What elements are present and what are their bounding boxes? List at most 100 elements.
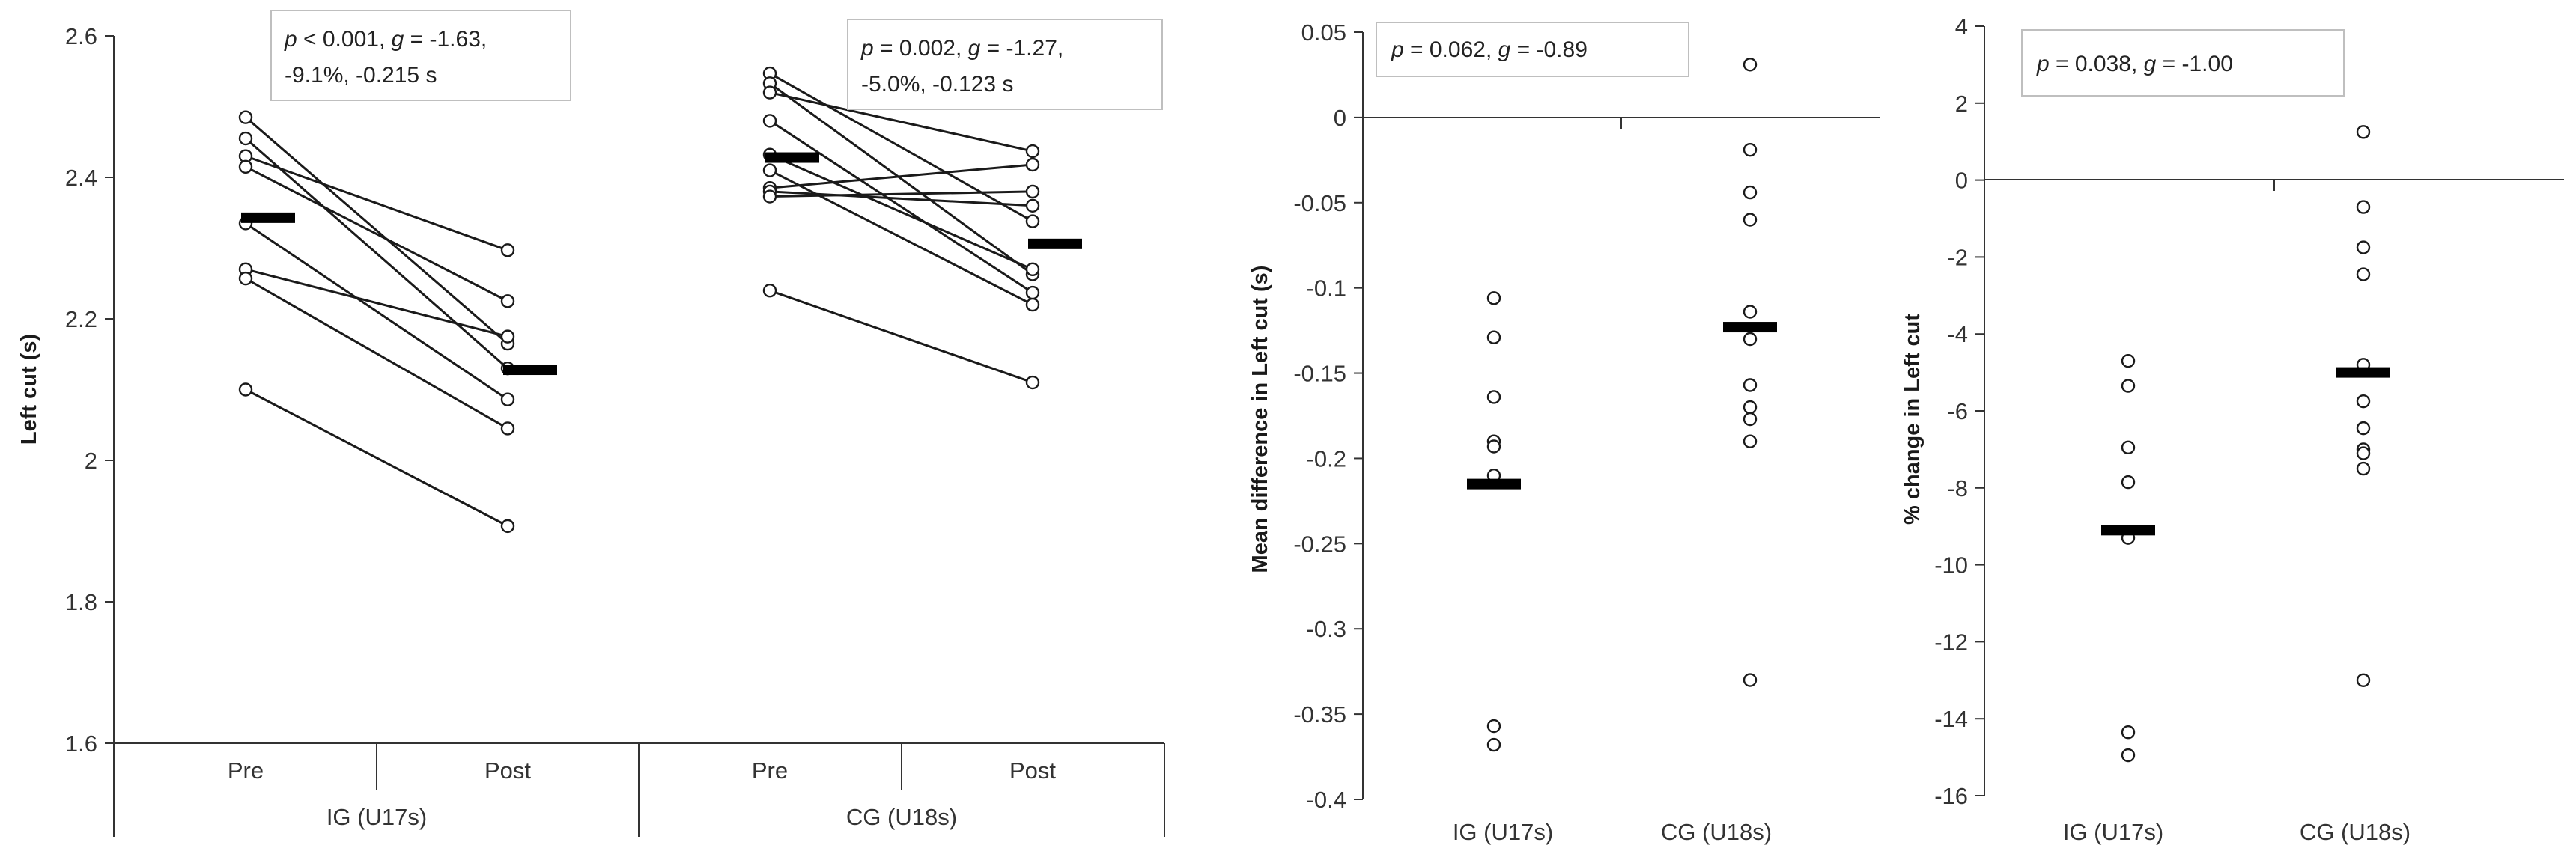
p1-cg-pair-line (769, 82, 1033, 275)
p2-ig-point (1486, 330, 1501, 344)
p2-ytick-label: -0.15 (1293, 361, 1346, 387)
p1-ig-pair-line (245, 137, 508, 370)
p2-ig-point (1486, 719, 1501, 734)
p3-points (2121, 125, 2371, 763)
p2-ig-point (1486, 390, 1501, 404)
p1-ig-pair-line (245, 268, 508, 338)
p3-ig-mean (2101, 525, 2155, 536)
p3-annotation-box (2021, 29, 2345, 97)
p1-ig-pre-point (238, 159, 253, 174)
p1-x-axis: Pre Post Pre Post IG (U17s) CG (U18s) (113, 742, 1165, 837)
p1-cg-pre-point (762, 163, 777, 177)
p1-cg-pair-line (769, 190, 1033, 207)
p1-ytick-label: 1.8 (65, 589, 97, 615)
p3-ytick-label: -12 (1934, 629, 1968, 655)
p2-ig-point (1486, 737, 1501, 752)
p1-pair-lines (245, 72, 1033, 528)
p1-cg-post-point (1025, 375, 1040, 390)
p2-cg-point (1743, 332, 1758, 347)
p2-annotation-box (1376, 22, 1689, 77)
p1-annotation-ig-box (270, 10, 571, 101)
p1-ig-pair-line (245, 222, 508, 400)
p2-ig-point (1486, 291, 1501, 305)
p1-y-axis-label: Left cut (s) (17, 334, 41, 445)
p3-cg-mean (2336, 367, 2390, 378)
p1-ig-mean-post (503, 365, 557, 376)
p1-ig-pair-line (245, 277, 508, 430)
p1-cg-pair-line (769, 72, 1033, 222)
p1-ig-pre-point (238, 382, 253, 397)
panel-percent-change: 4 2 0 -2 -4 -6 -8 -10 -12 -14 -16 % change in Left… (1901, 13, 2564, 845)
p2-cg-point (1743, 305, 1758, 319)
p1-ig-post-point (500, 329, 515, 344)
p2-ytick-label: -0.25 (1293, 531, 1346, 557)
p2-ig-point (1486, 439, 1501, 454)
p1-cg-pair-line (769, 289, 1033, 384)
p1-cg-pre-point (762, 189, 777, 204)
p1-cg-pre-point (762, 85, 777, 100)
p1-cg-post-point (1025, 157, 1040, 172)
p2-y-axis-label: Mean difference in Left cut (s) (1248, 266, 1272, 573)
p3-ytick-label: 4 (1955, 13, 1968, 40)
p1-ig-pre-point (238, 271, 253, 286)
p1-ig-post-point (500, 421, 515, 436)
p2-means (1467, 322, 1777, 490)
p3-cg-point (2356, 421, 2371, 436)
p3-cg-point (2356, 461, 2371, 476)
p2-ytick-label: -0.1 (1307, 275, 1346, 302)
p3-y-axis-label: % change in Left cut (1901, 314, 1925, 525)
p1-ig-pair-line (245, 116, 508, 345)
p1-group-label-cg: CG (U18s) (846, 804, 957, 830)
p2-annotation: p = 0.062, g = -0.89 (1376, 22, 1689, 77)
p3-ytick-label: 0 (1955, 168, 1968, 194)
p1-annotation-ig-line1: p < 0.001, g = -1.63, (284, 27, 487, 52)
p1-cg-post-point (1025, 184, 1040, 199)
p3-cg-point (2356, 267, 2371, 281)
p1-cg-post-point (1025, 285, 1040, 300)
p3-cg-point (2356, 240, 2371, 254)
p1-ig-pair-line (245, 388, 508, 528)
p3-x-label-cg: CG (U18s) (2300, 819, 2411, 845)
p2-ytick-label: 0 (1334, 105, 1346, 131)
p2-cg-point (1743, 213, 1758, 227)
p1-annotation-ig: p < 0.001, g = -1.63, -9.1%, -0.215 s (270, 10, 571, 101)
p3-ig-point (2121, 353, 2136, 368)
p1-cg-pair-line (769, 169, 1033, 306)
p2-y-ticks: 0.05 0 -0.05 -0.1 -0.15 -0.2 -0.25 -0.3 -0.35 -0.… (1293, 19, 1363, 813)
p3-cg-point (2356, 446, 2371, 460)
p1-annotation-cg-box (847, 19, 1163, 110)
p1-ig-pair-line (245, 165, 508, 302)
p1-ytick-label: 2.6 (65, 23, 97, 49)
p1-ig-pair-line (245, 155, 508, 251)
p3-ig-point (2121, 440, 2136, 455)
p3-means (2101, 367, 2390, 536)
p1-cg-pre-point (762, 284, 777, 298)
p3-ytick-label: -8 (1947, 475, 1968, 501)
p1-ytick-label: 1.6 (65, 731, 97, 757)
p1-y-axis: 1.6 1.8 2 2.2 2.4 2.6 (65, 23, 115, 757)
panel-left-cut: 1.6 1.8 2 2.2 2.4 2.6 Left cut (s) Pre Post P… (17, 10, 1165, 837)
p2-cg-point (1743, 142, 1758, 157)
p1-annotation-ig-line2: -9.1%, -0.215 s (285, 63, 437, 88)
p1-ytick-label: 2 (85, 448, 97, 474)
p3-x-label-ig: IG (U17s) (2063, 819, 2163, 845)
p3-ig-point (2121, 748, 2136, 763)
p1-ig-pre-point (238, 110, 253, 124)
p3-ytick-label: -10 (1934, 552, 1968, 579)
p2-ytick-label: 0.05 (1301, 19, 1346, 46)
p3-ig-point (2121, 725, 2136, 740)
p1-cg-mean-post (1028, 238, 1082, 249)
p3-ytick-label: 2 (1955, 91, 1968, 117)
p1-ig-post-point (500, 519, 515, 534)
p1-cg-post-point (1025, 262, 1040, 277)
p2-x-label-ig: IG (U17s) (1453, 819, 1553, 845)
p3-cg-point (2356, 125, 2371, 139)
p3-annotation-text: p = 0.038, g = -1.00 (2036, 52, 2233, 76)
p1-cg-post-point (1025, 144, 1040, 159)
p3-ytick-label: -14 (1934, 706, 1968, 732)
p3-ig-point (2121, 379, 2136, 393)
p2-cg-point (1743, 400, 1758, 415)
p2-cg-point (1743, 185, 1758, 200)
p3-ytick-label: -6 (1947, 398, 1968, 424)
